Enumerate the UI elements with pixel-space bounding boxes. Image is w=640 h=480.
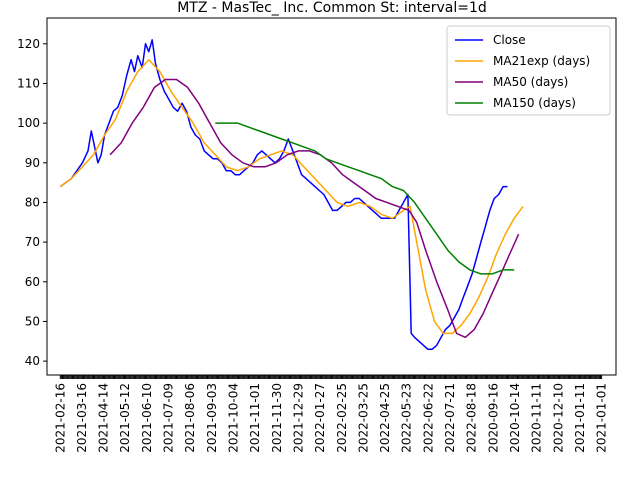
x-tick-label: 2021-11-30 (270, 383, 284, 453)
x-tick-label: 2022-03-25 (356, 383, 370, 453)
y-tick-label: 90 (25, 156, 40, 170)
series-line-4 (215, 122, 515, 275)
x-tick-label: 2021-10-04 (227, 383, 241, 453)
x-tick-label: 2021-01-01 (595, 383, 609, 453)
chart-title: MTZ - MasTec_ Inc. Common St: interval=1… (177, 0, 487, 16)
x-tick-label: 2020-09-16 (486, 383, 500, 453)
y-tick-label: 100 (17, 116, 40, 130)
x-tick-label: 2022-01-27 (313, 383, 327, 453)
x-tick-label: 2021-09-03 (205, 383, 219, 453)
y-tick-label: 60 (25, 275, 40, 289)
x-tick-label: 2022-04-25 (378, 383, 392, 453)
legend-box (446, 25, 611, 116)
series-line-2 (59, 58, 524, 335)
x-tick-label: 2021-07-09 (162, 383, 176, 453)
x-axis: 2021-02-16 2021-03-16 2021-04-14 2021-05-12… (53, 375, 609, 453)
y-tick-label: 120 (17, 37, 40, 51)
x-tick-label: 2020-10-14 (508, 383, 522, 453)
x-tick-label: 2021-11-01 (248, 383, 262, 453)
legend-label: MA150 (days) (493, 96, 576, 110)
x-tick-label: 2022-05-23 (400, 383, 414, 453)
x-tick-label: 2020-11-11 (530, 383, 544, 453)
x-tick-label: 2021-08-06 (183, 383, 197, 453)
x-tick-label: 2022-06-22 (421, 383, 435, 453)
x-tick-label: 2022-07-21 (443, 383, 457, 453)
y-axis: 40 50 60 70 80 90 100 110 120 (17, 37, 47, 368)
x-tick-label: 2021-05-12 (118, 383, 132, 453)
y-tick-label: 80 (25, 195, 40, 209)
legend-label: MA50 (days) (493, 75, 568, 89)
x-tick-label: 2021-01-11 (573, 383, 587, 453)
x-tick-label: 2022-08-18 (465, 383, 479, 453)
legend-label: Close (493, 33, 526, 47)
x-tick-label: 2022-02-25 (335, 383, 349, 453)
y-tick-label: 110 (17, 76, 40, 90)
legend-label: MA21exp (days) (493, 54, 590, 68)
y-tick-label: 50 (25, 314, 40, 328)
legend: Close MA21exp (days) MA50 (days) MA150 (day… (446, 25, 611, 116)
x-tick-label: 2021-04-14 (97, 383, 111, 453)
x-tick-label: 2021-02-16 (53, 383, 67, 453)
y-tick-label: 70 (25, 235, 40, 249)
x-tick-label: 2020-12-10 (551, 383, 565, 453)
series-line-1 (59, 39, 508, 350)
x-tick-label: 2021-03-16 (75, 383, 89, 453)
series-layer (59, 39, 524, 350)
x-tick-label: 2021-12-29 (291, 383, 305, 453)
y-tick-label: 40 (25, 354, 40, 368)
x-tick-label: 2021-06-10 (140, 383, 154, 453)
